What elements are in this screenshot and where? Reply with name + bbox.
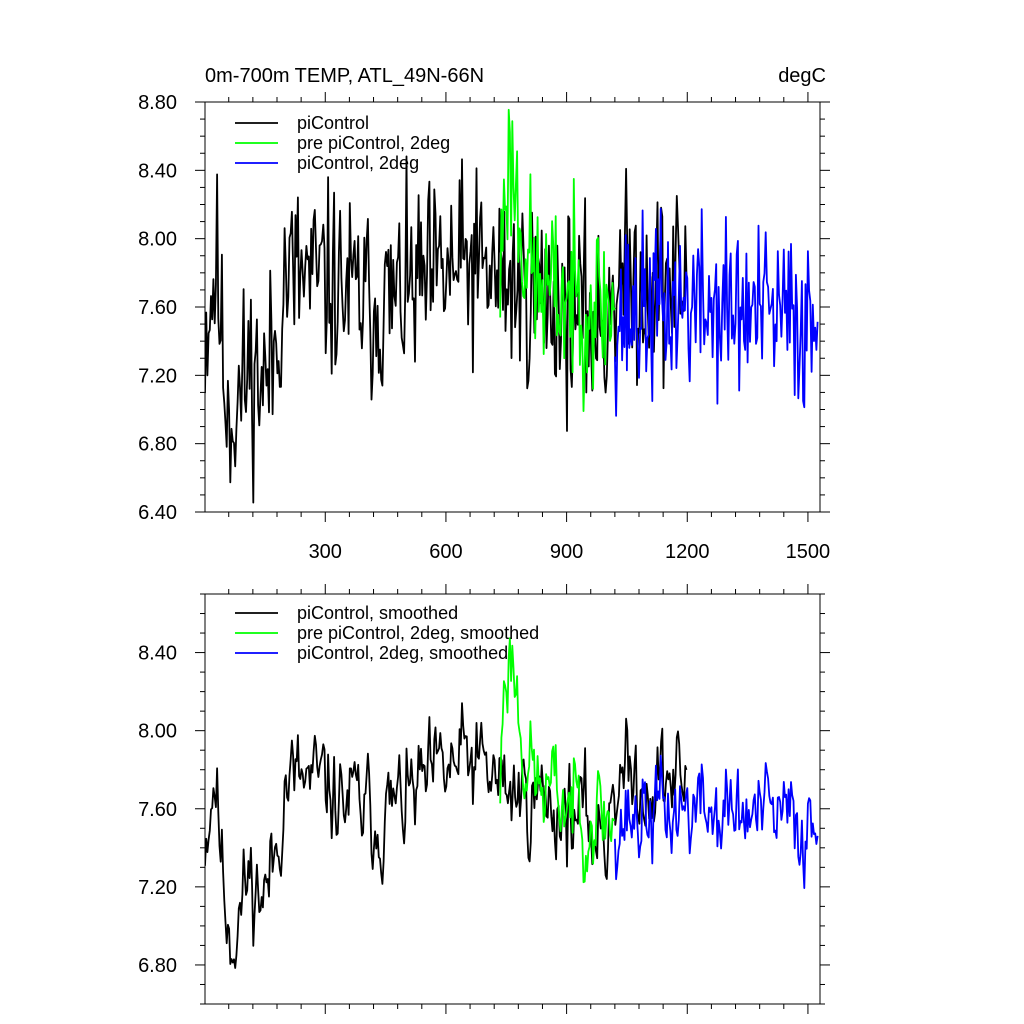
legend-label: piControl, 2deg	[297, 153, 419, 173]
x-tick-label: 1500	[786, 541, 831, 563]
series-line-1	[499, 637, 615, 884]
y-tick-label: 8.40	[138, 160, 177, 182]
y-tick-label: 6.80	[138, 955, 177, 977]
plot-frame	[204, 593, 821, 1005]
y-tick-label: 7.20	[138, 365, 177, 387]
series-line-2	[614, 207, 819, 417]
x-tick-label: 600	[429, 541, 462, 563]
chart-title: 0m-700m TEMP, ATL_49N-66N	[205, 65, 484, 87]
legend-label: pre piControl, 2deg, smoothed	[297, 623, 539, 643]
legend-label: pre piControl, 2deg	[297, 133, 450, 153]
y-tick-label: 8.00	[138, 721, 177, 743]
y-tick-label: 6.80	[138, 434, 177, 456]
y-tick-label: 8.40	[138, 643, 177, 665]
legend-label: piControl	[297, 113, 369, 133]
units-label: degC	[778, 65, 826, 87]
series-line-1	[499, 108, 616, 412]
legend-label: piControl, 2deg, smoothed	[297, 643, 508, 663]
y-tick-label: 8.00	[138, 229, 177, 251]
y-tick-label: 8.80	[138, 92, 177, 114]
series-line-0	[205, 702, 688, 969]
y-tick-label: 6.40	[138, 502, 177, 524]
x-tick-label: 300	[309, 541, 342, 563]
x-tick-label: 900	[550, 541, 583, 563]
legend-label: piControl, smoothed	[297, 603, 458, 623]
series-line-0	[205, 155, 688, 504]
y-tick-label: 7.20	[138, 877, 177, 899]
chart-top: 300 600 900 1200 1500 6.40 6.80 7.20 7.60 8.00 8.4…	[138, 65, 830, 563]
series-line-2	[614, 754, 819, 889]
y-tick-label: 7.60	[138, 297, 177, 319]
y-tick-label: 7.60	[138, 799, 177, 821]
x-tick-label: 1200	[665, 541, 710, 563]
